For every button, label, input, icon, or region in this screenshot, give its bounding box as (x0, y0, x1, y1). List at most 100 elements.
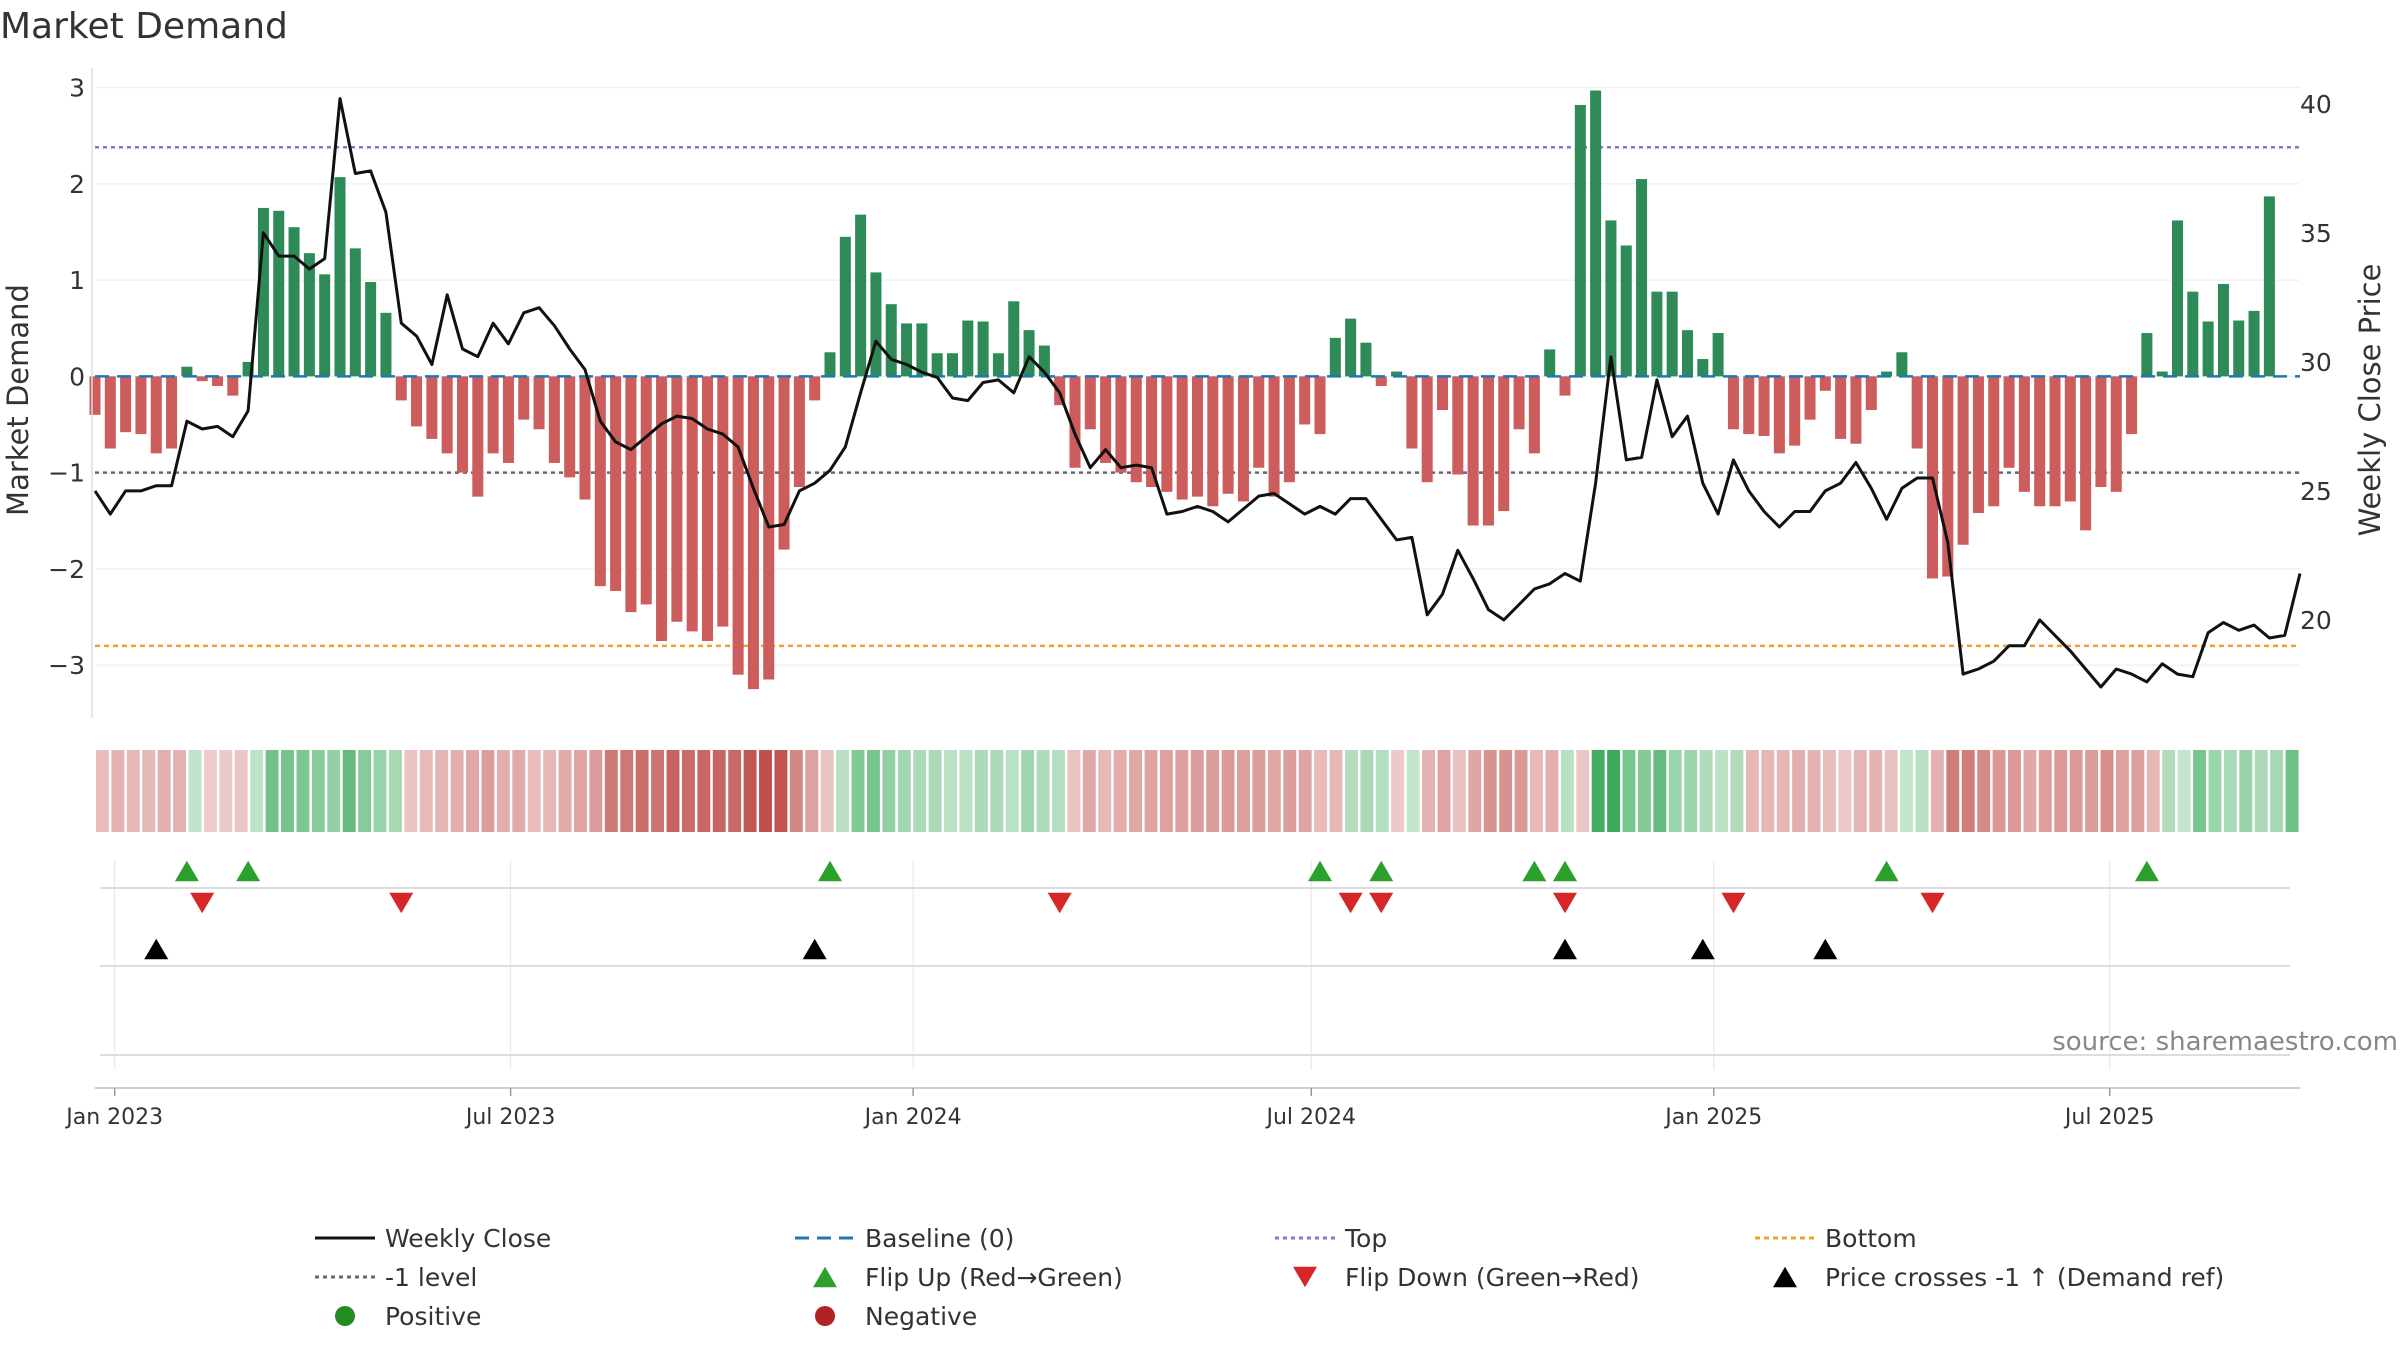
heat-strip-cell (604, 750, 618, 832)
demand-bar (656, 376, 668, 642)
heat-strip-cell (296, 750, 310, 832)
heat-strip-cell (851, 750, 865, 832)
y-tick-label-right: 25 (2300, 477, 2332, 506)
demand-bar (1666, 291, 1678, 377)
demand-bar (2187, 291, 2199, 377)
demand-bar (1605, 220, 1617, 377)
heat-strip-cell (1406, 750, 1420, 832)
demand-bar (946, 353, 959, 377)
x-tick-label: Jan 2025 (1663, 1105, 1762, 1130)
heat-strip-cell (1052, 750, 1065, 832)
heat-strip-cell (527, 750, 541, 832)
heat-strip-cell (1113, 750, 1127, 832)
demand-bar (2263, 196, 2275, 377)
axes-layer: 3 2 1 0 −1 −2 −3 40 35 30 25 20 (48, 68, 2332, 718)
heat-strip-cell (743, 750, 757, 832)
x-tick-label: Jul 2023 (464, 1105, 556, 1130)
heat-strip-cell (450, 750, 464, 832)
demand-bar (855, 214, 867, 377)
heat-strip-cell (1545, 750, 1559, 832)
legend-label: Weekly Close (385, 1224, 551, 1253)
heat-strip-cell (820, 750, 834, 832)
demand-bar (120, 376, 132, 433)
demand-bar (1988, 376, 2000, 507)
demand-bar (2126, 376, 2138, 435)
demand-bar (1881, 371, 1893, 377)
heat-strip-cell (2193, 750, 2206, 832)
heat-strip-cell (1668, 750, 1682, 832)
demand-bar (1421, 376, 1433, 483)
heat-strip-cell (157, 750, 171, 832)
heat-strip-cell (666, 750, 680, 832)
demand-bar (1498, 376, 1510, 512)
demand-bar (426, 376, 438, 439)
heat-strip-cell (1576, 750, 1590, 832)
flip-down-marker (190, 892, 215, 914)
demand-bar (2064, 376, 2076, 502)
demand-bar (1467, 376, 1479, 526)
demand-bar (1100, 376, 1112, 463)
demand-bar (166, 376, 178, 449)
heat-strip-cell (2115, 750, 2129, 832)
demand-bar (2248, 310, 2260, 377)
demand-bar (1896, 352, 1908, 377)
heat-strip-cell (1067, 750, 1081, 832)
demand-bar (793, 376, 805, 488)
flip-down-marker (1721, 892, 1746, 914)
heat-strip-cell (974, 750, 988, 832)
demand-bar (502, 376, 514, 463)
demand-bar (1360, 342, 1372, 377)
y-tick-label-left: −1 (48, 459, 85, 488)
heat-strip-cell (250, 750, 264, 832)
y-tick-label-left: 3 (69, 74, 85, 103)
demand-bar (1237, 376, 1249, 502)
y-tick-label-left: −2 (48, 555, 85, 584)
demand-bar (319, 274, 331, 377)
demand-bar (1222, 376, 1234, 494)
heat-strip-cell (866, 750, 880, 832)
heat-strip-cell (1283, 750, 1297, 832)
demand-bar (1712, 333, 1724, 377)
heat-strip-cell (681, 750, 695, 832)
demand-heat-strip (96, 750, 2299, 832)
legend-swatch-flip-up (813, 1266, 837, 1288)
heat-strip-cell (1776, 750, 1790, 832)
heat-strip-cell (1730, 750, 1744, 832)
legend-swatch-flip-down (1293, 1266, 1317, 1288)
heat-strip-cell (789, 750, 803, 832)
heat-strip-cell (1884, 750, 1898, 832)
demand-bar (1681, 330, 1694, 377)
demand-bar (1528, 376, 1540, 454)
heat-strip-cell (1314, 750, 1328, 832)
heat-strip-cell (712, 750, 726, 832)
heat-strip-cell (173, 750, 187, 832)
heat-strip-cell (281, 750, 294, 832)
demand-bar (211, 376, 224, 386)
heat-strip-cell (1098, 750, 1112, 832)
heat-strip-cell (466, 750, 479, 832)
x-axis: Jan 2023 Jul 2023 Jan 2024 Jul 2024 Jan 2025… (64, 1087, 2300, 1130)
heat-strip-cell (1745, 750, 1759, 832)
heat-strip-cell (1622, 750, 1636, 832)
heat-strip-cell (1005, 750, 1019, 832)
demand-bar (487, 376, 499, 454)
heat-strip-cell (512, 750, 526, 832)
heat-strip-cell (327, 750, 341, 832)
heat-strip-cell (1237, 750, 1250, 832)
flip-up-marker (2134, 860, 2159, 882)
flip-down-marker (1920, 892, 1945, 914)
heat-strip-cell (959, 750, 973, 832)
demand-bar (1391, 371, 1403, 377)
heat-strip-cell (990, 750, 1004, 832)
heat-strip-cell (1900, 750, 1914, 832)
demand-bar (2034, 376, 2046, 507)
demand-bar (242, 361, 254, 377)
demand-bar (1574, 104, 1586, 377)
demand-bar (564, 376, 576, 478)
heat-strip-cell (404, 750, 418, 832)
x-tick-label: Jan 2023 (64, 1105, 163, 1130)
heat-strip-cell (96, 750, 109, 832)
reference-lines (95, 146, 2300, 648)
